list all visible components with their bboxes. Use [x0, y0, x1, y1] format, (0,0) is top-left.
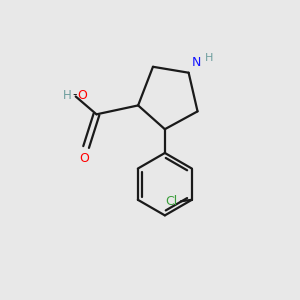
Text: N: N: [192, 56, 201, 69]
Text: Cl: Cl: [165, 195, 177, 208]
Text: H: H: [62, 88, 71, 101]
Text: H: H: [205, 53, 213, 63]
Text: -: -: [72, 88, 76, 101]
Text: O: O: [77, 88, 87, 101]
Text: O: O: [80, 152, 89, 165]
